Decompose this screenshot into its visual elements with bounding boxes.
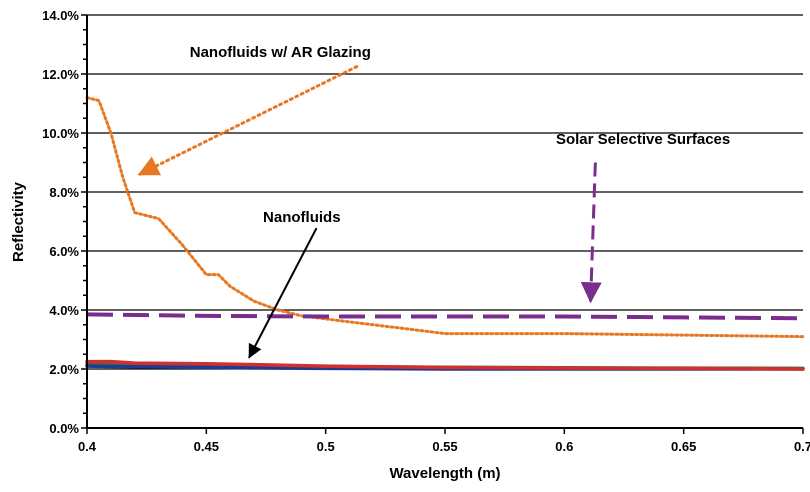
- annotation-arrow: [580, 162, 602, 304]
- y-tick-label: 8.0%: [49, 185, 79, 200]
- series-line: [85, 359, 805, 371]
- x-tick-label: 0.45: [194, 439, 219, 454]
- y-tick-label: 0.0%: [49, 421, 79, 436]
- series-line: [85, 96, 805, 339]
- x-tick-label: 0.4: [78, 439, 97, 454]
- y-axis-title: Reflectivity: [10, 181, 27, 262]
- y-tick-label: 4.0%: [49, 303, 79, 318]
- annotation-arrow: [248, 227, 318, 359]
- x-tick-label: 0.55: [432, 439, 457, 454]
- x-tick-label: 0.65: [671, 439, 696, 454]
- gridlines: [87, 14, 803, 370]
- annotation-label: Nanofluids w/ AR Glazing: [190, 44, 371, 61]
- x-tick-label: 0.5: [317, 439, 335, 454]
- x-tick-label: 0.6: [555, 439, 573, 454]
- x-tick-label: 0.7: [794, 439, 810, 454]
- annotation-label: Solar Selective Surfaces: [556, 131, 730, 148]
- annotation-label: Nanofluids: [263, 209, 341, 226]
- y-tick-label: 10.0%: [42, 126, 79, 141]
- annotations: Nanofluids w/ AR Glazing Solar Selective …: [137, 44, 730, 359]
- data-series: [85, 96, 805, 371]
- y-tick-label: 14.0%: [42, 8, 79, 23]
- y-tick-label: 12.0%: [42, 67, 79, 82]
- x-axis-title: Wavelength (m): [389, 465, 500, 482]
- y-tick-label: 6.0%: [49, 244, 79, 259]
- y-tick-label: 2.0%: [49, 362, 79, 377]
- series-line: [86, 312, 804, 321]
- annotation-arrow: [137, 65, 359, 176]
- axes: 0.0% 2.0% 4.0% 6.0% 8.0% 10.0% 12.0% 14.0% 0.4 0.…: [42, 8, 810, 454]
